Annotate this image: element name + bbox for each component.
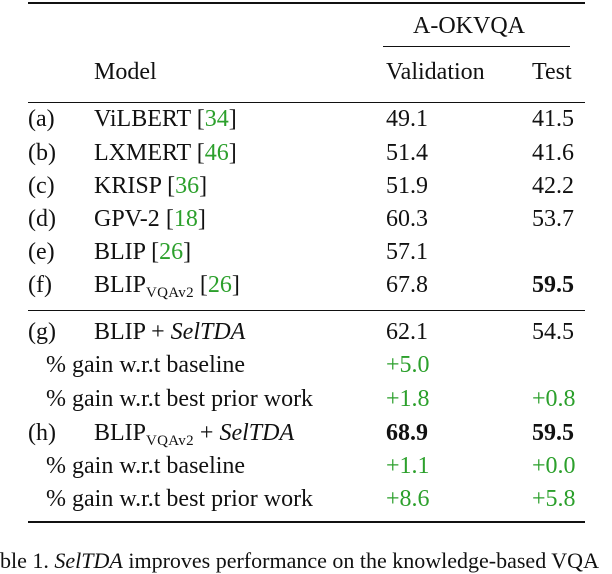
column-header-test: Test bbox=[532, 59, 572, 85]
test-score: 41.5 bbox=[532, 106, 574, 132]
section-separator-rule bbox=[28, 310, 585, 312]
citation-link[interactable]: 36 bbox=[175, 173, 200, 199]
row-id: (h) bbox=[28, 420, 56, 446]
gain-label: % gain w.r.t baseline bbox=[46, 352, 246, 378]
validation-score: 57.1 bbox=[386, 239, 428, 265]
table-top-rule bbox=[28, 2, 585, 4]
citation-link[interactable]: 34 bbox=[204, 106, 229, 132]
table-caption: ble 1. SelTDA improves performance on th… bbox=[0, 548, 599, 573]
gain-label: % gain w.r.t best prior work bbox=[46, 486, 314, 512]
model-subscript: VQAv2 bbox=[146, 433, 194, 449]
row-id: (c) bbox=[28, 173, 55, 199]
citation-link[interactable]: 18 bbox=[173, 206, 198, 232]
gain-validation: +8.6 bbox=[386, 486, 430, 512]
gain-test: +0.8 bbox=[532, 386, 576, 412]
method-name: SelTDA bbox=[170, 319, 246, 345]
gain-label: % gain w.r.t baseline bbox=[46, 453, 246, 479]
test-score: 54.5 bbox=[532, 319, 574, 345]
gain-validation: +1.1 bbox=[386, 453, 430, 479]
test-score: 41.6 bbox=[532, 140, 574, 166]
gain-test: +0.0 bbox=[532, 453, 576, 479]
row-id: (b) bbox=[28, 140, 56, 166]
validation-score: 62.1 bbox=[386, 319, 428, 345]
column-header-validation: Validation bbox=[386, 59, 485, 85]
model-name: KRISP [36] bbox=[94, 173, 208, 199]
model-name: ViLBERT [34] bbox=[94, 106, 237, 132]
citation-link[interactable]: 46 bbox=[204, 140, 229, 166]
validation-score: 51.4 bbox=[386, 140, 428, 166]
validation-score-best: 68.9 bbox=[386, 420, 428, 446]
model-name: GPV-2 [18] bbox=[94, 206, 206, 232]
model-name: BLIP + SelTDA bbox=[94, 319, 246, 345]
row-id: (g) bbox=[28, 319, 56, 345]
model-name: LXMERT [46] bbox=[94, 140, 237, 166]
test-score-best: 59.5 bbox=[532, 420, 574, 446]
test-score-best: 59.5 bbox=[532, 272, 574, 298]
test-score: 42.2 bbox=[532, 173, 574, 199]
validation-score: 67.8 bbox=[386, 272, 428, 298]
row-id: (d) bbox=[28, 206, 56, 232]
citation-link[interactable]: 26 bbox=[207, 272, 232, 298]
table-bottom-rule bbox=[28, 521, 585, 523]
model-name: BLIP [26] bbox=[94, 239, 192, 265]
method-name: SelTDA bbox=[219, 420, 295, 446]
gain-test: +5.8 bbox=[532, 486, 576, 512]
validation-score: 51.9 bbox=[386, 173, 428, 199]
model-subscript: VQAv2 bbox=[146, 285, 194, 301]
gain-validation: +5.0 bbox=[386, 352, 430, 378]
group-header-rule bbox=[383, 46, 570, 48]
citation-link[interactable]: 26 bbox=[159, 239, 184, 265]
model-name: BLIPVQAv2 + SelTDA bbox=[94, 420, 295, 449]
gain-label: % gain w.r.t best prior work bbox=[46, 386, 314, 412]
header-separator-rule bbox=[28, 102, 585, 104]
validation-score: 60.3 bbox=[386, 206, 428, 232]
test-score: 53.7 bbox=[532, 206, 574, 232]
row-id: (e) bbox=[28, 239, 55, 265]
model-name: BLIPVQAv2 [26] bbox=[94, 272, 240, 301]
gain-validation: +1.8 bbox=[386, 386, 430, 412]
row-id: (a) bbox=[28, 106, 55, 132]
row-id: (f) bbox=[28, 272, 52, 298]
validation-score: 49.1 bbox=[386, 106, 428, 132]
group-header-aokvqa: A-OKVQA bbox=[413, 13, 525, 39]
column-header-model: Model bbox=[94, 59, 157, 85]
